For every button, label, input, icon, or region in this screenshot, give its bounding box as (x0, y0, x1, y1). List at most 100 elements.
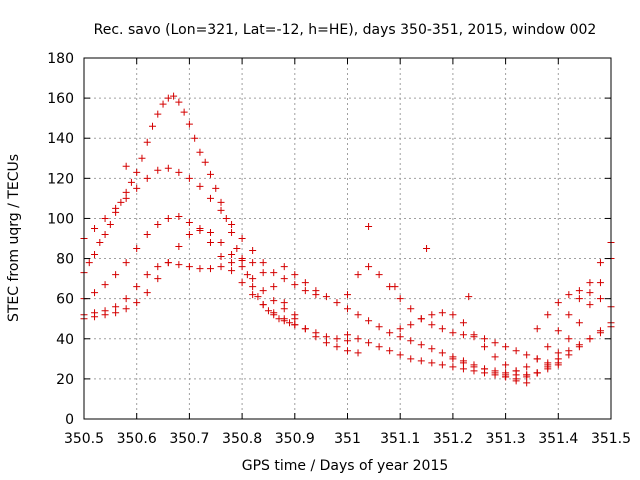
data-point (344, 305, 351, 313)
data-point (575, 295, 583, 303)
x-tick-label: 350.5 (64, 431, 104, 447)
data-point (175, 243, 183, 251)
data-point (575, 343, 583, 351)
data-point (396, 295, 404, 303)
x-tick-label: 351.3 (486, 431, 526, 447)
grid (84, 58, 611, 419)
data-point (185, 120, 193, 128)
data-point (133, 184, 141, 192)
data-point (164, 259, 172, 267)
data-point (396, 351, 404, 359)
data-point (491, 367, 499, 375)
data-point (481, 335, 489, 343)
data-point (138, 154, 146, 162)
data-point (91, 313, 99, 321)
x-tick-label: 350.6 (117, 431, 157, 447)
data-point (375, 271, 383, 279)
data-point (206, 228, 214, 236)
data-point (491, 339, 499, 347)
data-point (196, 182, 204, 190)
data-point (259, 269, 267, 277)
series-sat-d (80, 255, 362, 357)
data-point (375, 323, 383, 331)
data-point (565, 351, 573, 359)
data-point (565, 335, 573, 343)
data-point (228, 228, 236, 236)
data-point (243, 271, 251, 279)
data-point (217, 239, 225, 247)
data-point (322, 333, 330, 341)
data-point (554, 327, 562, 335)
data-point (481, 365, 489, 373)
data-point (112, 204, 120, 212)
data-point (185, 174, 193, 182)
data-point (291, 311, 299, 319)
data-point (122, 259, 130, 267)
data-point (238, 235, 246, 242)
data-point (175, 98, 183, 106)
data-point (365, 222, 373, 230)
data-point (133, 168, 141, 176)
data-point (512, 347, 520, 355)
data-point (544, 343, 552, 351)
data-point (575, 319, 583, 327)
data-point (91, 251, 99, 259)
x-tick-label: 350.8 (222, 431, 262, 447)
data-point (565, 291, 573, 299)
data-point (154, 166, 162, 174)
data-point (122, 162, 130, 170)
data-point (596, 259, 604, 267)
y-tick-label: 120 (47, 171, 74, 187)
data-point (344, 347, 351, 355)
data-point (586, 279, 594, 287)
data-point (596, 279, 604, 287)
data-point (438, 349, 446, 357)
y-tick-label: 160 (47, 91, 74, 107)
data-point (554, 299, 562, 307)
data-point (502, 369, 510, 377)
data-point (270, 269, 278, 277)
data-point (122, 295, 130, 303)
x-tick-label: 351.1 (380, 431, 420, 447)
data-point (101, 214, 109, 222)
data-point (417, 315, 425, 323)
data-point (122, 188, 130, 196)
data-point (270, 283, 278, 291)
data-point (386, 329, 394, 337)
data-point (312, 333, 320, 341)
data-point (554, 349, 562, 357)
data-point (586, 301, 594, 309)
data-point (112, 309, 120, 317)
data-point (164, 164, 172, 172)
data-point (249, 247, 257, 255)
data-point (106, 220, 114, 228)
x-tick-label: 351 (334, 431, 361, 447)
x-axis-ticks: 350.5 350.6 350.7 350.8 350.9 351 351.1 351.2 35… (64, 58, 631, 447)
data-point (523, 351, 531, 359)
series-sat-l (533, 287, 615, 333)
data-point (91, 224, 99, 232)
data-point (291, 271, 299, 279)
data-point (512, 371, 520, 379)
data-point (280, 299, 288, 307)
data-point (185, 263, 193, 271)
series-outliers (122, 162, 473, 301)
y-axis-title: STEC from uqrg / TECUs (6, 154, 22, 322)
data-point (133, 283, 141, 291)
data-point (533, 355, 541, 363)
data-point (254, 293, 262, 301)
data-point (280, 275, 288, 283)
data-point (575, 287, 583, 295)
data-point (438, 325, 446, 333)
data-point (217, 253, 225, 261)
data-point (301, 279, 309, 287)
series-sat-f (280, 263, 531, 387)
data-point (586, 335, 594, 343)
data-point (206, 265, 214, 273)
data-point (143, 230, 151, 238)
data-point (233, 245, 241, 253)
data-point (127, 178, 135, 186)
data-point (407, 337, 415, 345)
data-point (185, 218, 193, 226)
